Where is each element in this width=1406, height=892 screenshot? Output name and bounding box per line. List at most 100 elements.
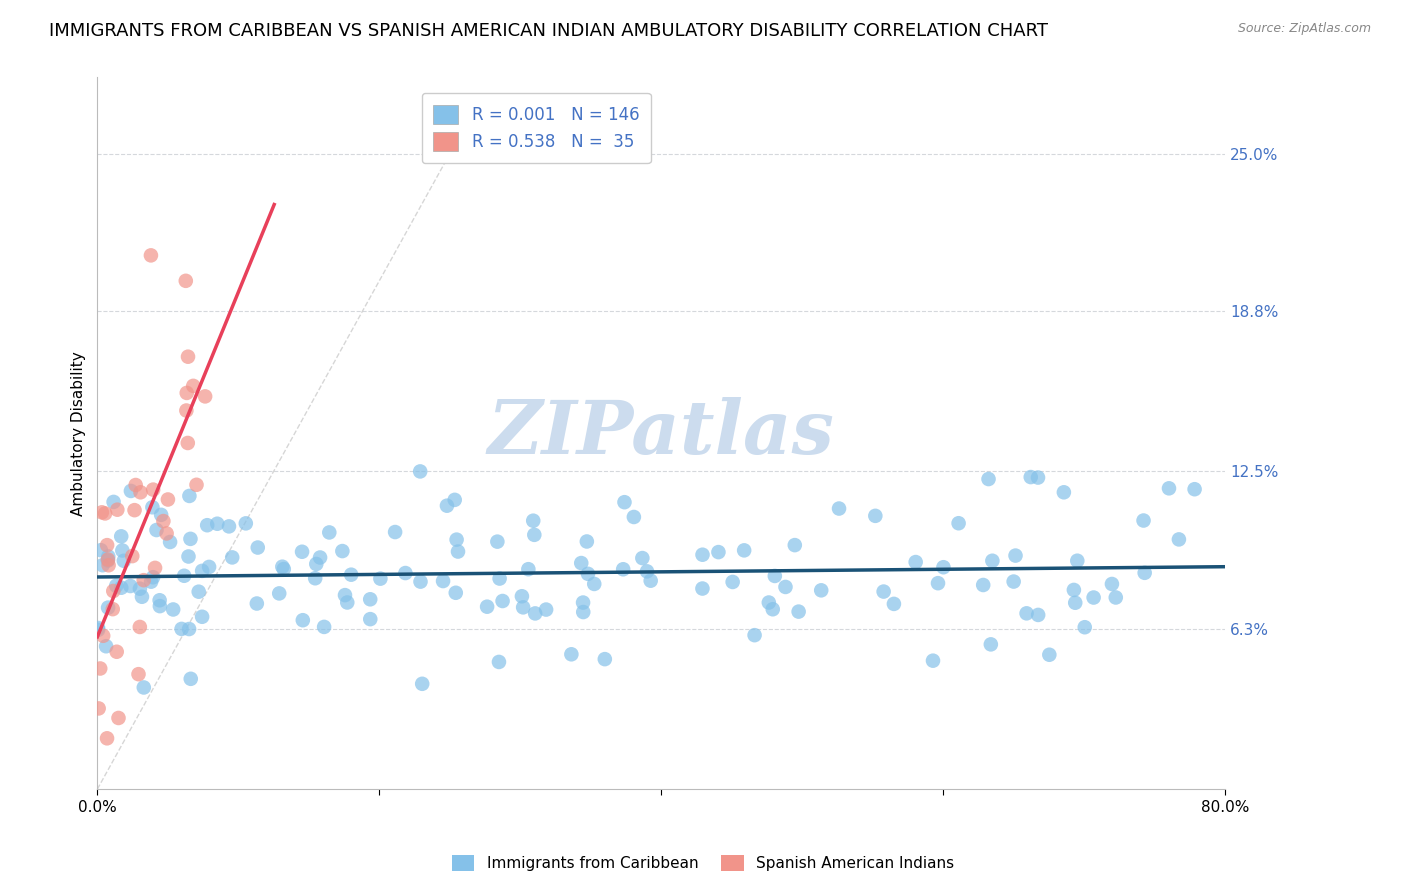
Point — [180, 672, 202, 686]
Point — [87, 621, 110, 635]
Point — [534, 602, 557, 616]
Point — [447, 544, 470, 558]
Point — [141, 500, 163, 515]
Point — [336, 595, 359, 609]
Point — [1066, 554, 1088, 568]
Point — [187, 584, 209, 599]
Point — [872, 584, 894, 599]
Point — [491, 594, 513, 608]
Point — [623, 510, 645, 524]
Y-axis label: Ambulatory Disability: Ambulatory Disability — [72, 351, 86, 516]
Point — [1167, 533, 1189, 547]
Point — [156, 492, 179, 507]
Point — [692, 582, 714, 596]
Point — [828, 501, 851, 516]
Text: ZIPatlas: ZIPatlas — [488, 397, 835, 469]
Point — [922, 654, 945, 668]
Point — [1038, 648, 1060, 662]
Point — [318, 525, 340, 540]
Point — [309, 550, 332, 565]
Point — [218, 519, 240, 533]
Point — [273, 562, 295, 576]
Point — [90, 543, 112, 558]
Point — [707, 545, 730, 559]
Point — [721, 574, 744, 589]
Text: IMMIGRANTS FROM CARIBBEAN VS SPANISH AMERICAN INDIAN AMBULATORY DISABILITY CORRE: IMMIGRANTS FROM CARIBBEAN VS SPANISH AME… — [49, 22, 1049, 40]
Point — [1184, 482, 1206, 496]
Point — [94, 507, 117, 521]
Point — [575, 534, 598, 549]
Point — [87, 623, 110, 637]
Point — [904, 555, 927, 569]
Point — [110, 581, 132, 595]
Point — [394, 566, 416, 580]
Point — [145, 523, 167, 537]
Point — [359, 612, 381, 626]
Point — [370, 572, 392, 586]
Point — [191, 609, 214, 624]
Point — [150, 508, 173, 522]
Point — [640, 574, 662, 588]
Point — [523, 528, 546, 542]
Point — [692, 548, 714, 562]
Point — [314, 620, 336, 634]
Point — [176, 403, 198, 417]
Point — [593, 652, 616, 666]
Point — [91, 629, 114, 643]
Point — [142, 483, 165, 497]
Point — [96, 731, 118, 746]
Point — [97, 558, 120, 573]
Point — [576, 566, 599, 581]
Point — [304, 571, 326, 585]
Point — [631, 551, 654, 566]
Legend: Immigrants from Caribbean, Spanish American Indians: Immigrants from Caribbean, Spanish Ameri… — [446, 849, 960, 877]
Point — [572, 596, 595, 610]
Point — [865, 508, 887, 523]
Point — [159, 535, 181, 549]
Point — [112, 554, 135, 568]
Point — [246, 597, 269, 611]
Point — [110, 529, 132, 543]
Point — [486, 534, 509, 549]
Point — [221, 550, 243, 565]
Point — [87, 701, 110, 715]
Point — [97, 553, 120, 567]
Point — [246, 541, 269, 555]
Point — [170, 622, 193, 636]
Point — [1015, 607, 1038, 621]
Point — [97, 549, 120, 564]
Point — [409, 574, 432, 589]
Point — [443, 492, 465, 507]
Point — [1133, 566, 1156, 580]
Point — [120, 579, 142, 593]
Point — [432, 574, 454, 588]
Point — [305, 557, 328, 571]
Point — [763, 569, 786, 583]
Point — [129, 582, 152, 596]
Point — [162, 602, 184, 616]
Point — [522, 514, 544, 528]
Legend: R = 0.001   N = 146, R = 0.538   N =  35: R = 0.001 N = 146, R = 0.538 N = 35 — [422, 93, 651, 163]
Point — [359, 592, 381, 607]
Point — [124, 478, 146, 492]
Point — [128, 620, 150, 634]
Point — [981, 554, 1004, 568]
Point — [384, 524, 406, 539]
Point — [177, 622, 200, 636]
Point — [977, 472, 1000, 486]
Point — [179, 489, 201, 503]
Point — [1026, 607, 1049, 622]
Point — [207, 516, 229, 531]
Point — [1002, 574, 1025, 589]
Point — [787, 605, 810, 619]
Point — [142, 570, 165, 584]
Point — [583, 577, 606, 591]
Point — [176, 385, 198, 400]
Point — [733, 543, 755, 558]
Point — [1004, 549, 1026, 563]
Point — [1132, 514, 1154, 528]
Point — [149, 593, 172, 607]
Point — [340, 567, 363, 582]
Point — [195, 518, 218, 533]
Point — [332, 544, 354, 558]
